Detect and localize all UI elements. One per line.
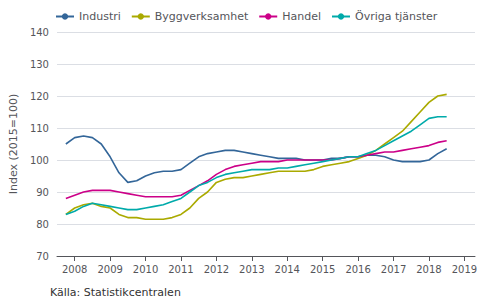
svg-text:Byggverksamhet: Byggverksamhet — [155, 10, 249, 23]
svg-text:2011: 2011 — [168, 264, 193, 275]
svg-text:100: 100 — [30, 155, 49, 166]
svg-text:2010: 2010 — [133, 264, 158, 275]
svg-text:2014: 2014 — [275, 264, 300, 275]
svg-text:Handel: Handel — [282, 10, 321, 23]
svg-text:110: 110 — [30, 123, 49, 134]
svg-text:Index (2015=100): Index (2015=100) — [7, 94, 20, 195]
svg-text:80: 80 — [36, 219, 49, 230]
svg-text:70: 70 — [36, 251, 49, 262]
svg-text:2016: 2016 — [345, 264, 370, 275]
svg-text:2013: 2013 — [239, 264, 264, 275]
svg-text:140: 140 — [30, 27, 49, 38]
svg-text:2017: 2017 — [381, 264, 406, 275]
svg-text:120: 120 — [30, 91, 49, 102]
svg-text:2009: 2009 — [97, 264, 122, 275]
svg-text:2018: 2018 — [416, 264, 441, 275]
svg-text:2008: 2008 — [62, 264, 87, 275]
svg-text:2012: 2012 — [204, 264, 229, 275]
svg-text:90: 90 — [36, 187, 49, 198]
svg-text:130: 130 — [30, 59, 49, 70]
svg-text:Källa: Statistikcentralen: Källa: Statistikcentralen — [50, 286, 181, 299]
svg-text:Övriga tjänster: Övriga tjänster — [355, 10, 438, 23]
svg-text:2015: 2015 — [310, 264, 335, 275]
svg-text:Industri: Industri — [79, 10, 121, 23]
svg-text:2019: 2019 — [452, 264, 477, 275]
